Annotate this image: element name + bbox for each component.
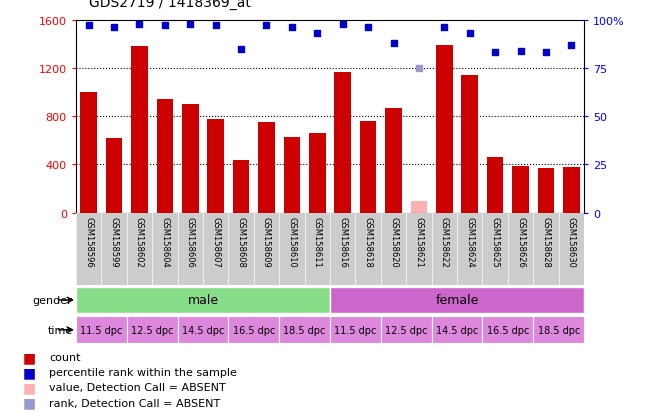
Text: time: time: [48, 325, 73, 335]
Text: gender: gender: [33, 295, 73, 305]
Point: [515, 48, 526, 55]
Text: GSM158609: GSM158609: [262, 217, 271, 267]
Text: GSM158607: GSM158607: [211, 217, 220, 268]
Bar: [381, 317, 432, 343]
Text: ■: ■: [23, 380, 36, 394]
Text: 11.5 dpc: 11.5 dpc: [334, 325, 377, 335]
Point: [211, 23, 221, 30]
Text: GSM158599: GSM158599: [110, 217, 119, 267]
Point: [541, 50, 551, 57]
Text: GSM158630: GSM158630: [567, 217, 576, 268]
Text: GSM158621: GSM158621: [414, 217, 424, 267]
Bar: [76, 317, 127, 343]
Text: GSM158624: GSM158624: [465, 217, 475, 267]
Text: 16.5 dpc: 16.5 dpc: [232, 325, 275, 335]
Text: 12.5 dpc: 12.5 dpc: [385, 325, 428, 335]
Text: GSM158602: GSM158602: [135, 217, 144, 267]
Point: [160, 23, 170, 30]
Text: GSM158618: GSM158618: [364, 217, 373, 268]
Bar: [360, 122, 376, 213]
Text: GSM158611: GSM158611: [313, 217, 322, 267]
Bar: [330, 317, 381, 343]
Text: ■: ■: [23, 396, 36, 410]
Text: value, Detection Call = ABSENT: value, Detection Call = ABSENT: [49, 382, 226, 392]
Bar: [538, 169, 554, 213]
Text: GSM158626: GSM158626: [516, 217, 525, 268]
Bar: [432, 317, 482, 343]
Bar: [81, 93, 97, 213]
Text: 16.5 dpc: 16.5 dpc: [486, 325, 529, 335]
Bar: [127, 317, 178, 343]
Bar: [258, 123, 275, 213]
Text: GSM158616: GSM158616: [338, 217, 347, 268]
Point: [261, 23, 272, 30]
Bar: [178, 317, 228, 343]
Bar: [385, 109, 402, 213]
Bar: [533, 317, 584, 343]
Bar: [279, 317, 330, 343]
Bar: [284, 138, 300, 213]
Point: [312, 31, 323, 38]
Bar: [461, 76, 478, 213]
Point: [236, 46, 246, 53]
Point: [363, 25, 374, 32]
Text: GSM158604: GSM158604: [160, 217, 170, 267]
Text: 11.5 dpc: 11.5 dpc: [80, 325, 123, 335]
Bar: [482, 317, 533, 343]
Text: percentile rank within the sample: percentile rank within the sample: [49, 367, 237, 377]
Text: ■: ■: [23, 350, 36, 364]
Point: [490, 50, 500, 57]
Text: GSM158628: GSM158628: [541, 217, 550, 268]
Bar: [228, 317, 279, 343]
Text: male: male: [187, 294, 218, 307]
Text: GSM158610: GSM158610: [287, 217, 296, 267]
Bar: [207, 119, 224, 213]
Point: [465, 31, 475, 38]
Text: GSM158608: GSM158608: [236, 217, 246, 268]
Text: GSM158606: GSM158606: [185, 217, 195, 268]
Bar: [487, 158, 504, 213]
Text: 14.5 dpc: 14.5 dpc: [182, 325, 224, 335]
Point: [185, 21, 195, 28]
Point: [83, 23, 94, 30]
Bar: [233, 160, 249, 213]
Bar: [76, 287, 330, 313]
Text: 12.5 dpc: 12.5 dpc: [131, 325, 174, 335]
Bar: [436, 46, 453, 213]
Bar: [182, 105, 199, 213]
Text: GSM158625: GSM158625: [490, 217, 500, 267]
Point: [414, 65, 424, 72]
Bar: [156, 100, 173, 213]
Bar: [131, 47, 148, 213]
Bar: [512, 166, 529, 213]
Text: count: count: [49, 352, 81, 362]
Text: ■: ■: [23, 365, 36, 379]
Bar: [309, 134, 325, 213]
Point: [109, 25, 119, 32]
Text: GSM158596: GSM158596: [84, 217, 93, 267]
Text: female: female: [436, 294, 478, 307]
Text: GSM158620: GSM158620: [389, 217, 398, 267]
Text: GSM158622: GSM158622: [440, 217, 449, 267]
Bar: [106, 138, 122, 213]
Point: [134, 21, 145, 28]
Point: [439, 25, 449, 32]
Text: rank, Detection Call = ABSENT: rank, Detection Call = ABSENT: [49, 398, 220, 408]
Bar: [330, 287, 584, 313]
Text: 18.5 dpc: 18.5 dpc: [537, 325, 580, 335]
Text: 18.5 dpc: 18.5 dpc: [283, 325, 326, 335]
Bar: [411, 201, 427, 213]
Point: [566, 43, 577, 49]
Bar: [563, 167, 579, 213]
Text: 14.5 dpc: 14.5 dpc: [436, 325, 478, 335]
Point: [337, 21, 348, 28]
Bar: [335, 72, 351, 213]
Text: GDS2719 / 1418369_at: GDS2719 / 1418369_at: [89, 0, 251, 10]
Point: [388, 40, 399, 47]
Point: [286, 25, 297, 32]
